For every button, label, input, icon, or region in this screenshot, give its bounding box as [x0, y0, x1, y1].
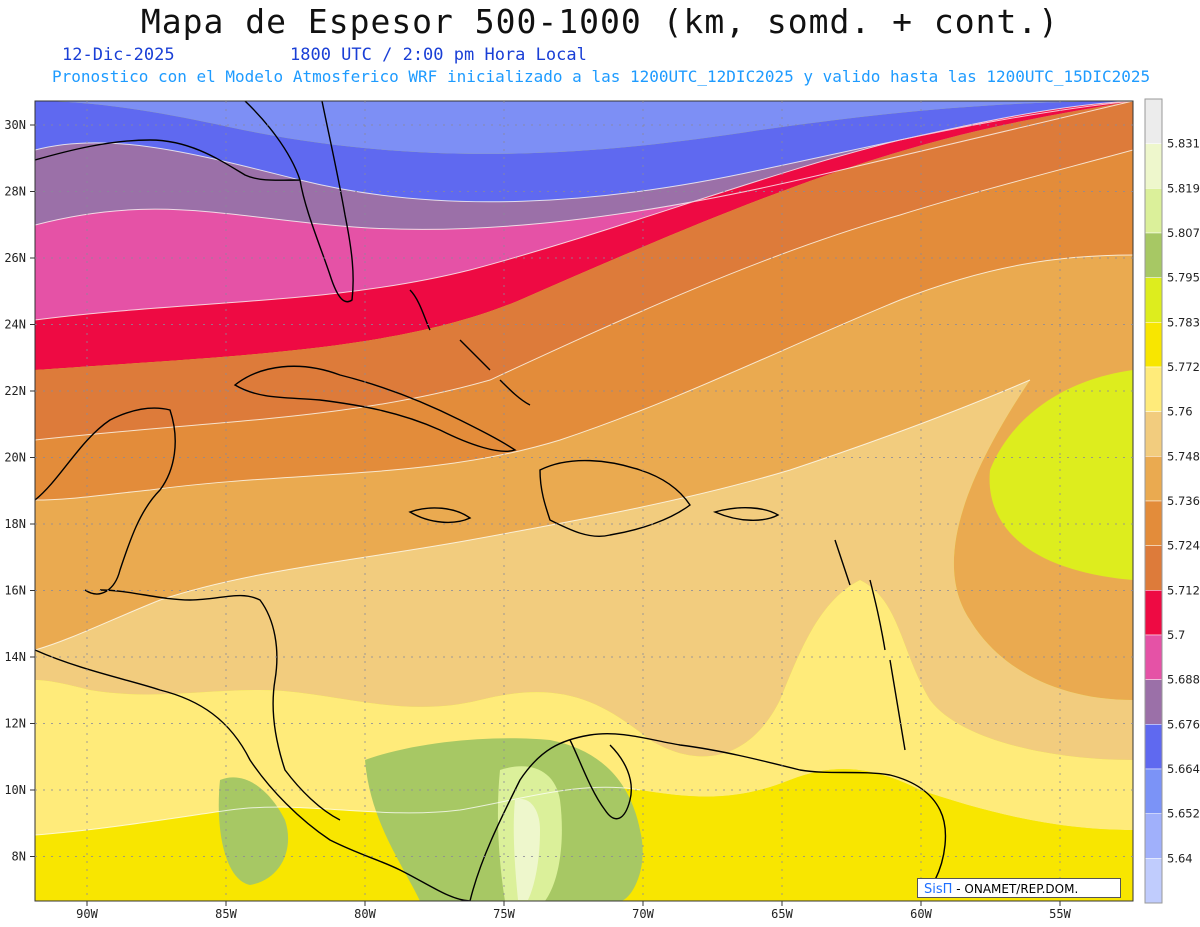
colorbar-frame [1144, 98, 1163, 904]
band-5.795-b [218, 777, 289, 885]
colorbar-label: 5.724 [1167, 539, 1200, 553]
colorbar-label: 5.64 [1167, 851, 1193, 865]
colorbar-label: 5.688 [1167, 673, 1200, 687]
axis-labels: 90W 85W 80W 75W 70W 65W 60W 55W 30N 28N 26N 24N 22N 2… [4, 118, 1071, 921]
colorbar-label: 5.664 [1167, 762, 1200, 776]
colorbar-swatch [1144, 679, 1163, 725]
colorbar-swatch [1144, 858, 1163, 904]
graticule [35, 101, 1133, 901]
lon-label: 85W [215, 907, 237, 921]
lon-label: 80W [354, 907, 376, 921]
lon-label: 75W [493, 907, 515, 921]
colorbar-swatch [1144, 98, 1163, 144]
forecast-date: 12-Dic-2025 [62, 45, 175, 65]
band-5.712 [35, 101, 1133, 370]
lat-label: 8N [12, 850, 26, 864]
colorbar-swatch [1144, 411, 1163, 457]
colorbar-swatch [1144, 500, 1163, 546]
lat-label: 18N [4, 517, 26, 531]
colorbar-swatch [1144, 366, 1163, 412]
lat-label: 20N [4, 451, 26, 465]
colorbar-swatch [1144, 143, 1163, 189]
colorbar-swatch [1144, 768, 1163, 814]
colorbar-swatch [1144, 188, 1163, 234]
lat-label: 12N [4, 717, 26, 731]
colorbar-swatch [1144, 277, 1163, 323]
colorbar-label: 5.76 [1167, 405, 1193, 419]
thickness-fill-layer [35, 101, 1133, 901]
colorbar-label: 5.807 [1167, 226, 1200, 240]
lon-label: 55W [1049, 907, 1071, 921]
lat-label: 26N [4, 251, 26, 265]
colorbar-label: 5.819 [1167, 181, 1200, 195]
colorbar-label: 5.712 [1167, 583, 1200, 597]
colorbar-swatch [1144, 322, 1163, 368]
credit-box: SisΠ - ONAMET/REP.DOM. [917, 878, 1121, 898]
band-5.736 [35, 150, 1133, 500]
band-5.760 [35, 380, 1133, 760]
band-5.688 [35, 101, 1133, 230]
colorbar-swatch [1144, 545, 1163, 591]
lon-label: 65W [771, 907, 793, 921]
colorbar-swatch [1144, 724, 1163, 770]
colorbar-swatch [1144, 232, 1163, 278]
colorbar-swatch [1144, 456, 1163, 502]
colorbar-label: 5.736 [1167, 494, 1200, 508]
colorbar-label: 5.795 [1167, 271, 1200, 285]
colorbar: 5.831 5.819 5.807 5.795 5.783 5.772 5.76 5.748 5… [1144, 98, 1200, 904]
sispi-logo: SisΠ [924, 882, 953, 897]
colorbar-label: 5.7 [1167, 628, 1185, 642]
colorbar-label: 5.831 [1167, 137, 1200, 151]
credit-text: - ONAMET/REP.DOM. [956, 882, 1079, 896]
lat-label: 28N [4, 185, 26, 199]
map-title: Mapa de Espesor 500-1000 (km, somd. + co… [140, 2, 1060, 41]
band-5.664 [35, 101, 1133, 154]
lat-label: 14N [4, 650, 26, 664]
colorbar-label: 5.676 [1167, 717, 1200, 731]
band-5.772 [35, 580, 1133, 835]
colorbar-swatch [1144, 813, 1163, 859]
colorbar-label: 5.772 [1167, 360, 1200, 374]
colorbar-label: 5.748 [1167, 449, 1200, 463]
colorbar-label: 5.652 [1167, 807, 1200, 821]
lat-label: 10N [4, 783, 26, 797]
lat-label: 30N [4, 118, 26, 132]
lon-label: 60W [910, 907, 932, 921]
lat-label: 22N [4, 384, 26, 398]
colorbar-swatch [1144, 590, 1163, 636]
forecast-subtitle: Pronostico con el Modelo Atmosferico WRF… [52, 67, 1151, 86]
lon-label: 90W [76, 907, 98, 921]
band-5.819 [513, 799, 540, 900]
coastlines [35, 101, 947, 901]
band-5.748 [35, 255, 1133, 700]
colorbar-label: 5.783 [1167, 315, 1200, 329]
plot-frame [34, 100, 1134, 902]
lon-label: 70W [632, 907, 654, 921]
lat-label: 24N [4, 318, 26, 332]
band-5.676 [35, 101, 1133, 202]
colorbar-swatch [1144, 634, 1163, 680]
lat-label: 16N [4, 584, 26, 598]
band-5.724 [35, 101, 1133, 440]
forecast-time: 1800 UTC / 2:00 pm Hora Local [290, 45, 587, 65]
